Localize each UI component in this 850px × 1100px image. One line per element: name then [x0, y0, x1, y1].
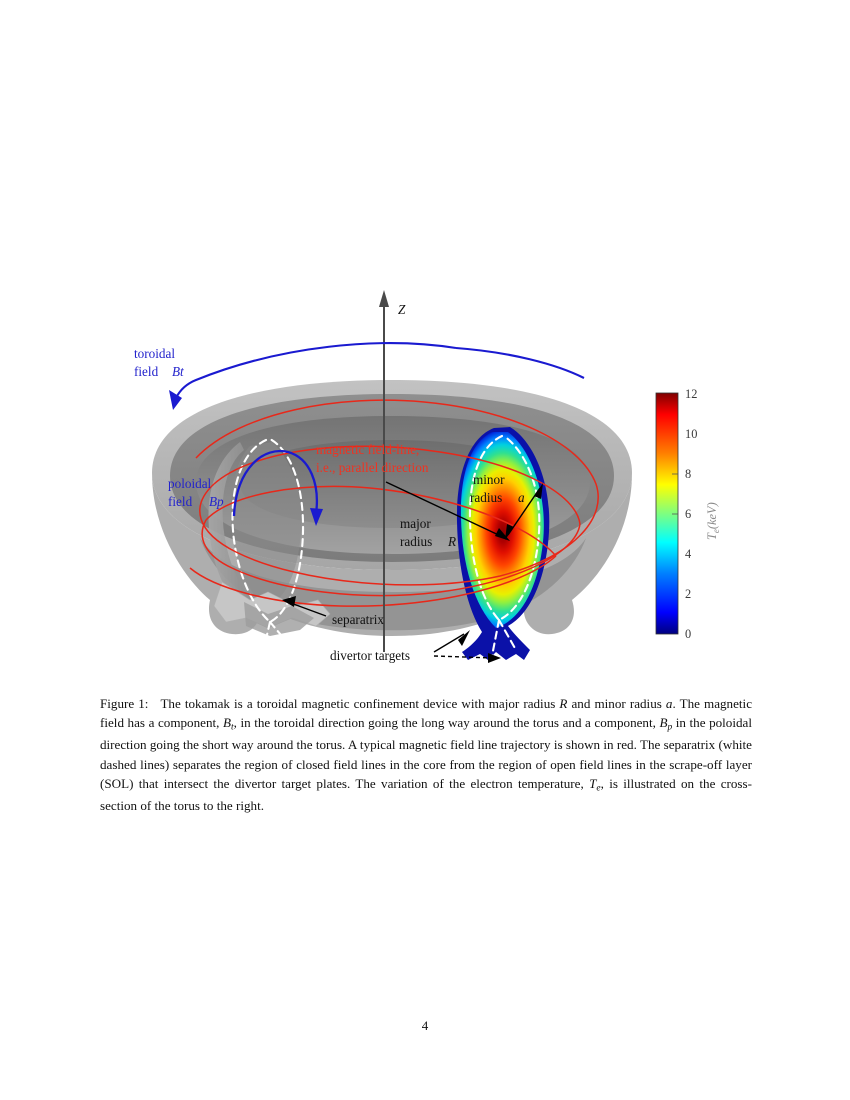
colorbar-gradient — [655, 392, 679, 635]
colorbar-ticks: 12 10 8 6 4 2 0 — [685, 387, 697, 641]
major-radius-arrow — [385, 481, 510, 541]
poloidal-field-symbol: Bp — [209, 494, 224, 509]
field-line-label-line2: i.e., parallel direction — [316, 460, 429, 475]
colorbar: 12 10 8 6 4 2 0 Te(keV) — [655, 387, 721, 641]
separatrix-right-leg — [490, 618, 518, 658]
toroidal-field-symbol: Bt — [172, 364, 184, 379]
cutaway-divertor-shadow — [244, 602, 314, 636]
figure-caption: Figure 1: The tokamak is a toroidal magn… — [100, 694, 752, 815]
colorbar-title: Te(keV) — [705, 502, 721, 540]
colorbar-tick-6: 6 — [685, 507, 691, 521]
divertor-targets-callout-arrows — [433, 630, 501, 663]
major-radius-label-line2: radius — [400, 534, 432, 549]
figure-1-graphic: Z toroidal field Bt poloidal field Bp ma… — [0, 270, 850, 680]
colorbar-tick-8: 8 — [685, 467, 691, 481]
field-line-label-line1: magnetic field-line, — [316, 442, 419, 457]
minor-radius-arrow — [505, 483, 543, 540]
colorbar-tick-4: 4 — [685, 547, 691, 561]
tokamak-diagram-svg: Z toroidal field Bt poloidal field Bp ma… — [134, 290, 721, 663]
minor-radius-label-line1: minor — [473, 472, 505, 487]
separatrix-callout-arrow — [282, 596, 327, 617]
colorbar-minor-ticks — [672, 473, 678, 515]
z-axis-label: Z — [398, 302, 406, 317]
colorbar-tick-10: 10 — [685, 427, 697, 441]
major-radius-label-line1: major — [400, 516, 431, 531]
separatrix-label: separatrix — [332, 612, 384, 627]
cutaway-inner-wall — [230, 442, 302, 608]
poloidal-field-label-line2: field — [168, 494, 193, 509]
z-axis: Z — [379, 290, 406, 652]
colorbar-tick-0: 0 — [685, 627, 691, 641]
colorbar-tick-12: 12 — [685, 387, 697, 401]
page-number: 4 — [421, 1018, 429, 1033]
minor-radius-label-line2: radius — [470, 490, 502, 505]
divertor-targets-label: divertor targets — [330, 648, 410, 663]
cutaway-poloidal-section — [208, 442, 331, 636]
plasma-cross-section — [456, 427, 550, 660]
magnetic-field-line-red — [189, 399, 599, 607]
poloidal-field-label-line1: poloidal — [168, 476, 212, 491]
toroidal-field-label-line1: toroidal — [134, 346, 175, 361]
separatrix-left-dashed — [231, 437, 305, 658]
toroidal-field-label-line2: field — [134, 364, 159, 379]
toroidal-field-arrow — [169, 342, 585, 410]
caption-text: Figure 1: The tokamak is a toroidal magn… — [100, 696, 753, 813]
cutaway-face — [208, 442, 258, 614]
poloidal-field-arrow — [232, 449, 323, 526]
major-radius-symbol: R — [447, 534, 456, 549]
minor-radius-symbol: a — [518, 490, 525, 505]
colorbar-tick-2: 2 — [685, 587, 691, 601]
